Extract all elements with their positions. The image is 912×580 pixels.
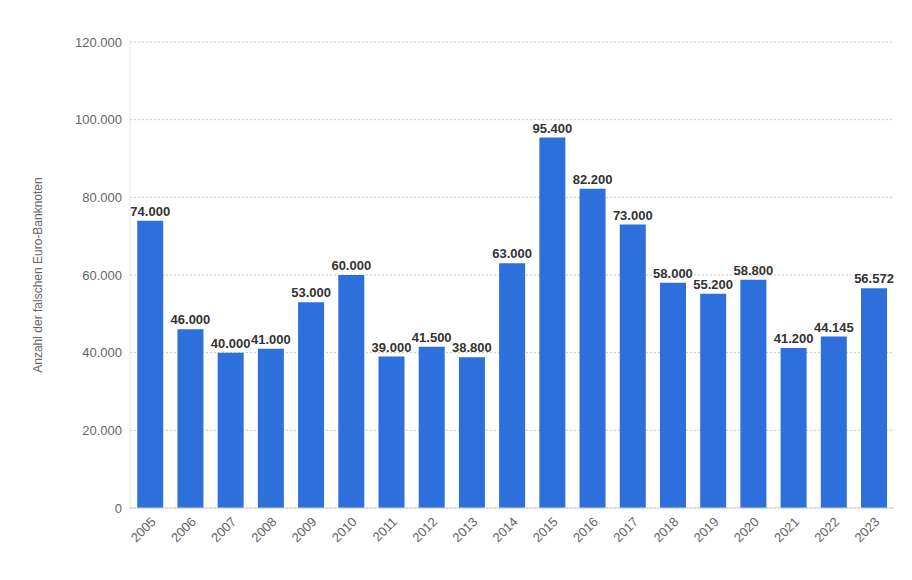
svg-text:82.200: 82.200: [573, 172, 613, 187]
svg-text:60.000: 60.000: [82, 268, 122, 283]
svg-text:60.000: 60.000: [331, 258, 371, 273]
svg-text:39.000: 39.000: [372, 340, 412, 355]
svg-text:120.000: 120.000: [75, 35, 122, 50]
svg-text:46.000: 46.000: [171, 312, 211, 327]
svg-text:74.000: 74.000: [130, 204, 170, 219]
svg-text:2022: 2022: [811, 514, 842, 545]
svg-text:40.000: 40.000: [211, 336, 251, 351]
svg-text:80.000: 80.000: [82, 190, 122, 205]
svg-text:100.000: 100.000: [75, 112, 122, 127]
svg-text:2013: 2013: [449, 514, 480, 545]
svg-text:56.572: 56.572: [854, 271, 894, 286]
svg-text:38.800: 38.800: [452, 340, 492, 355]
svg-text:53.000: 53.000: [291, 285, 331, 300]
svg-text:41.000: 41.000: [251, 332, 291, 347]
svg-text:73.000: 73.000: [613, 208, 653, 223]
svg-text:41.500: 41.500: [412, 330, 452, 345]
svg-text:2014: 2014: [490, 514, 521, 545]
svg-text:40.000: 40.000: [82, 345, 122, 360]
svg-text:2009: 2009: [289, 514, 320, 545]
svg-text:2019: 2019: [691, 514, 722, 545]
svg-text:58.000: 58.000: [653, 266, 693, 281]
svg-text:95.400: 95.400: [532, 121, 572, 136]
svg-text:58.800: 58.800: [734, 263, 774, 278]
svg-text:2006: 2006: [168, 514, 199, 545]
svg-text:55.200: 55.200: [693, 277, 733, 292]
svg-text:2018: 2018: [650, 514, 681, 545]
svg-text:2023: 2023: [851, 514, 882, 545]
svg-text:2008: 2008: [248, 514, 279, 545]
svg-text:2015: 2015: [530, 514, 561, 545]
svg-text:20.000: 20.000: [82, 423, 122, 438]
svg-text:44.145: 44.145: [814, 320, 854, 335]
svg-text:2020: 2020: [731, 514, 762, 545]
svg-text:41.200: 41.200: [774, 331, 814, 346]
svg-text:63.000: 63.000: [492, 246, 532, 261]
svg-text:2016: 2016: [570, 514, 601, 545]
svg-text:2021: 2021: [771, 514, 802, 545]
svg-text:2017: 2017: [610, 514, 641, 545]
svg-text:2005: 2005: [128, 514, 159, 545]
svg-text:2011: 2011: [370, 514, 400, 544]
svg-text:0: 0: [115, 501, 122, 516]
svg-text:2007: 2007: [208, 514, 239, 545]
svg-text:2010: 2010: [329, 514, 360, 545]
svg-text:Anzahl der falschen Euro-Bankn: Anzahl der falschen Euro-Banknoten: [31, 177, 45, 372]
svg-text:2012: 2012: [409, 514, 440, 545]
